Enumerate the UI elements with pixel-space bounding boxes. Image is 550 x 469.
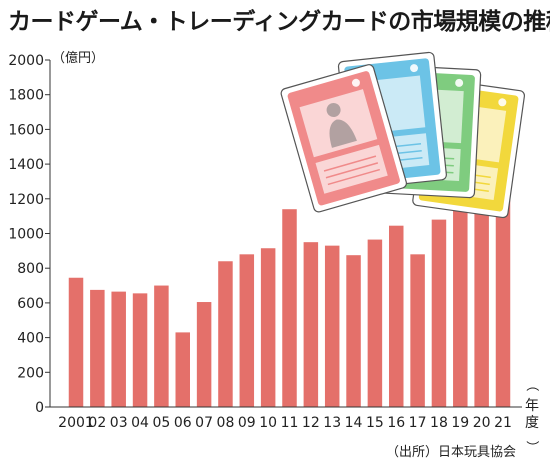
source-note: （出所）日本玩具協会 xyxy=(386,445,516,460)
x-axis-label-char: 年 xyxy=(525,398,539,414)
bar xyxy=(282,209,297,407)
bar xyxy=(260,248,276,407)
x-tick-label: 11 xyxy=(281,415,299,431)
bar xyxy=(389,225,404,407)
chart-title: カードゲーム・トレーディングカードの市場規模の推移 xyxy=(8,8,550,35)
x-tick-label: 17 xyxy=(409,415,427,431)
x-tick-label: 04 xyxy=(131,415,149,431)
bar xyxy=(175,332,190,407)
x-tick-label: 15 xyxy=(366,415,384,431)
bar xyxy=(239,254,255,407)
bar xyxy=(68,277,84,407)
y-tick-label: 1200 xyxy=(8,192,44,208)
bar xyxy=(346,255,361,407)
x-tick-label: 19 xyxy=(451,415,469,431)
bar xyxy=(431,219,447,407)
trading-cards-illustration xyxy=(280,51,526,219)
bar xyxy=(132,293,148,407)
x-tick-label: 18 xyxy=(430,415,448,431)
bar xyxy=(367,239,383,407)
y-tick-label: 1000 xyxy=(8,227,44,243)
x-tick-label: 09 xyxy=(238,415,256,431)
x-tick-label: 07 xyxy=(195,415,213,431)
bar xyxy=(324,245,340,407)
x-axis-label-close-paren: ） xyxy=(524,440,539,453)
x-tick-label: 20 xyxy=(473,415,491,431)
bar xyxy=(154,285,169,407)
bar xyxy=(90,289,105,407)
x-axis-label-char: 度 xyxy=(525,415,539,431)
x-tick-label: 12 xyxy=(302,415,320,431)
bar xyxy=(474,194,489,407)
x-tick-label: 06 xyxy=(174,415,192,431)
y-ticks: 0 200 400 600 800 1000 1200 1400 1600 1800 2000 xyxy=(8,53,50,416)
x-tick-label: 2001 xyxy=(58,415,94,431)
y-tick-label: 1600 xyxy=(8,122,44,138)
x-tick-label: 08 xyxy=(217,415,235,431)
y-tick-label: 2000 xyxy=(8,53,44,69)
y-tick-label: 400 xyxy=(17,331,44,347)
x-tick-label: 10 xyxy=(259,415,277,431)
y-tick-label: 800 xyxy=(17,261,44,277)
x-tick-label: 13 xyxy=(323,415,341,431)
x-tick-label: 14 xyxy=(345,415,363,431)
bar xyxy=(410,254,425,407)
card-red xyxy=(280,64,407,213)
y-tick-label: 600 xyxy=(17,296,44,312)
y-axis-unit: （億円） xyxy=(52,50,104,66)
bar xyxy=(453,210,468,407)
x-tick-label: 05 xyxy=(152,415,170,431)
x-tick-label: 02 xyxy=(88,415,106,431)
y-tick-label: 1800 xyxy=(8,88,44,104)
x-axis-label-open-paren: （ xyxy=(524,378,539,391)
bar xyxy=(196,302,212,407)
x-tick-label: 03 xyxy=(110,415,128,431)
y-tick-label: 200 xyxy=(17,365,44,381)
x-tick-label: 21 xyxy=(494,415,512,431)
bar xyxy=(303,242,319,407)
x-tick-label: 16 xyxy=(387,415,405,431)
bar xyxy=(111,291,126,407)
y-tick-label: 1400 xyxy=(8,157,44,173)
x-axis-label: （ 年度 ） xyxy=(524,378,539,453)
bar xyxy=(218,261,233,407)
y-tick-label: 0 xyxy=(35,400,44,416)
